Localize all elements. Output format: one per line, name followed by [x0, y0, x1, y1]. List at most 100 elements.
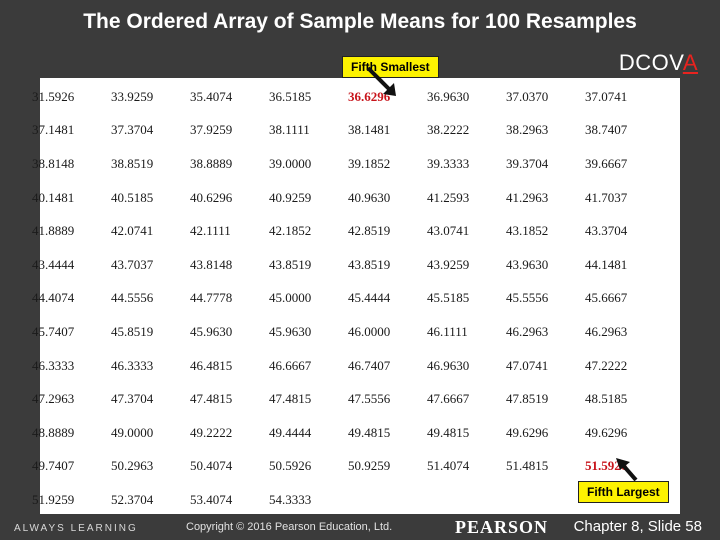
publisher-logo: PEARSON — [455, 517, 549, 537]
slide-title: The Ordered Array of Sample Means for 10… — [83, 10, 637, 33]
table-cell: 35.4074 — [190, 88, 233, 104]
table-cell: 51.4074 — [427, 458, 470, 474]
table-cell: 37.9259 — [190, 122, 233, 138]
table-cell: 42.1111 — [190, 223, 231, 239]
table-cell: 40.9630 — [348, 189, 391, 205]
table-cell: 46.6667 — [269, 357, 312, 373]
table-cell: 45.9630 — [269, 323, 312, 339]
table-cell: 38.8889 — [190, 155, 233, 171]
table-cell: 44.5556 — [111, 290, 154, 306]
table-cell: 49.6296 — [585, 424, 628, 440]
table-cell: 49.4815 — [427, 424, 470, 440]
table-row: 44.4074 44.5556 44.7778 45.0000 45.4444 45.51… — [28, 282, 660, 316]
table-cell: 42.0741 — [111, 223, 154, 239]
table-row: 45.7407 45.8519 45.9630 45.9630 46.0000 46.11… — [28, 315, 660, 349]
table-row: 38.8148 38.8519 38.8889 39.0000 39.1852 39.33… — [28, 147, 660, 181]
table-row: 46.3333 46.3333 46.4815 46.6667 46.7407 46.96… — [28, 349, 660, 383]
table-cell: 44.7778 — [190, 290, 233, 306]
table-cell: 40.5185 — [111, 189, 154, 205]
table-row: 41.8889 42.0741 42.1111 42.1852 42.8519 43.07… — [28, 214, 660, 248]
table-cell: 43.1852 — [506, 223, 549, 239]
table-row: 48.8889 49.0000 49.2222 49.4444 49.4815 49.48… — [28, 416, 660, 450]
table-row: 49.7407 50.2963 50.4074 50.5926 50.9259 51.40… — [28, 450, 660, 484]
table-cell: 37.1481 — [32, 122, 75, 138]
table-cell: 45.9630 — [190, 323, 233, 339]
table-row: 40.1481 40.5185 40.6296 40.9259 40.9630 41.25… — [28, 181, 660, 215]
table-cell: 41.2963 — [506, 189, 549, 205]
table-cell: 50.5926 — [269, 458, 312, 474]
table-cell: 40.6296 — [190, 189, 233, 205]
sample-means-table: 31.5926 33.9259 35.4074 36.5185 36.6296 36.96… — [28, 80, 660, 517]
table-cell: 47.0741 — [506, 357, 549, 373]
table-cell: 47.5556 — [348, 391, 391, 407]
table-row: 47.2963 47.3704 47.4815 47.4815 47.5556 47.66… — [28, 382, 660, 416]
table-cell: 47.2222 — [585, 357, 628, 373]
table-cell: 39.3333 — [427, 155, 470, 171]
table-cell: 38.1481 — [348, 122, 391, 138]
table-row: 37.1481 37.3704 37.9259 38.1111 38.1481 38.22… — [28, 114, 660, 148]
table-cell: 49.6296 — [506, 424, 549, 440]
footer-copyright: Copyright © 2016 Pearson Education, Ltd. — [186, 521, 393, 533]
table-cell: 47.2963 — [32, 391, 75, 407]
table-cell: 53.4074 — [190, 491, 233, 507]
table-cell: 41.2593 — [427, 189, 470, 205]
table-cell: 37.3704 — [111, 122, 154, 138]
table-cell: 39.1852 — [348, 155, 391, 171]
table-cell: 46.9630 — [427, 357, 470, 373]
table-cell: 43.8519 — [269, 256, 312, 272]
fifth-smallest-callout: Fifth Smallest — [342, 56, 439, 78]
table-cell: 38.7407 — [585, 122, 628, 138]
fifth-smallest-arrow-icon — [366, 66, 396, 96]
table-cell: 41.7037 — [585, 189, 628, 205]
table-cell: 49.2222 — [190, 424, 233, 440]
table-cell: 45.5556 — [506, 290, 549, 306]
table-cell: 43.0741 — [427, 223, 470, 239]
table-cell: 43.9259 — [427, 256, 470, 272]
table-cell: 45.7407 — [32, 323, 75, 339]
table-cell: 47.8519 — [506, 391, 549, 407]
table-cell: 43.4444 — [32, 256, 75, 272]
highlighted-cell: 36.6296 — [348, 88, 391, 104]
table-cell: 31.5926 — [32, 88, 75, 104]
footer-tagline: ALWAYS LEARNING — [14, 523, 138, 534]
table-row: 43.4444 43.7037 43.8148 43.8519 43.8519 43.92… — [28, 248, 660, 282]
table-cell: 45.8519 — [111, 323, 154, 339]
table-cell: 36.5185 — [269, 88, 312, 104]
table-cell: 41.8889 — [32, 223, 75, 239]
table-cell: 36.9630 — [427, 88, 470, 104]
table-cell: 48.5185 — [585, 391, 628, 407]
table-cell: 46.1111 — [427, 323, 468, 339]
table-cell: 38.8519 — [111, 155, 154, 171]
table-cell: 33.9259 — [111, 88, 154, 104]
brand-main: DCOV — [618, 50, 683, 75]
table-cell: 43.8148 — [190, 256, 233, 272]
table-cell: 43.3704 — [585, 223, 628, 239]
table-cell: 50.4074 — [190, 458, 233, 474]
table-cell: 52.3704 — [111, 491, 154, 507]
fifth-largest-arrow-icon — [616, 458, 638, 482]
table-cell: 39.0000 — [269, 155, 312, 171]
table-cell: 47.4815 — [190, 391, 233, 407]
table-cell: 43.8519 — [348, 256, 391, 272]
table-cell: 47.3704 — [111, 391, 154, 407]
table-cell: 42.1852 — [269, 223, 312, 239]
table-cell: 43.9630 — [506, 256, 549, 272]
table-cell: 42.8519 — [348, 223, 391, 239]
table-cell: 49.7407 — [32, 458, 75, 474]
table-cell: 51.4815 — [506, 458, 549, 474]
table-row: 31.5926 33.9259 35.4074 36.5185 36.6296 36.96… — [28, 80, 660, 114]
table-cell: 38.8148 — [32, 155, 75, 171]
table-cell: 45.0000 — [269, 290, 312, 306]
table-row: 51.9259 52.3704 53.4074 54.3333 — [28, 483, 660, 517]
table-cell: 46.2963 — [585, 323, 628, 339]
table-cell: 37.0370 — [506, 88, 549, 104]
table-cell: 38.1111 — [269, 122, 310, 138]
fifth-largest-callout: Fifth Largest — [578, 481, 669, 503]
table-cell: 44.4074 — [32, 290, 75, 306]
table-cell: 46.0000 — [348, 323, 391, 339]
table-cell: 46.3333 — [111, 357, 154, 373]
table-cell: 46.4815 — [190, 357, 233, 373]
table-cell: 45.4444 — [348, 290, 391, 306]
table-cell: 49.4815 — [348, 424, 391, 440]
table-cell: 38.2963 — [506, 122, 549, 138]
